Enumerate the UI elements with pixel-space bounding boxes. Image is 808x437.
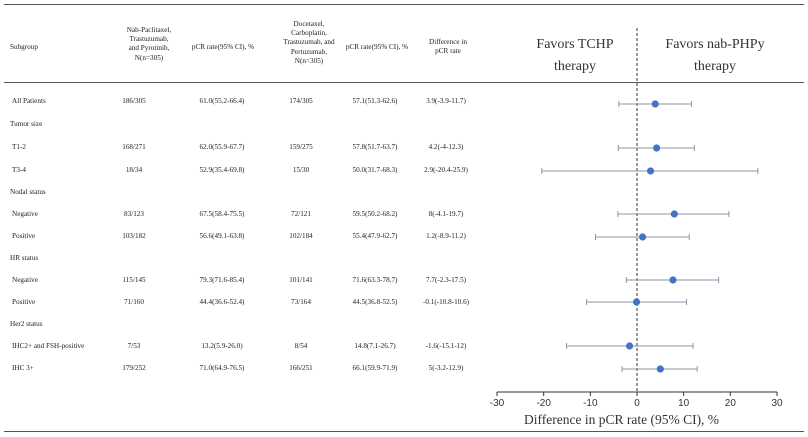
cell-n2: 73/164 [291, 298, 311, 306]
cell-p2: 59.5(50.2-68.2) [352, 210, 398, 218]
cell-n2: 101/141 [289, 276, 313, 284]
subgroup-label: Negative [12, 210, 38, 218]
subgroup-label: T3-4 [12, 166, 26, 174]
cell-n1: 179/252 [122, 364, 146, 372]
header-rule [4, 82, 804, 83]
subgroup-label: Positive [12, 232, 36, 240]
cell-p1: 13.2(5.9-26.0) [201, 342, 243, 350]
point-estimate [625, 342, 634, 350]
cell-n2: 102/184 [289, 232, 313, 240]
cell-p2: 57.8(51.7-63.7) [352, 143, 398, 151]
favors-tchp-label: Favors TCHP therapy [536, 37, 614, 74]
cell-p1: 52.9(35.4-69.8) [199, 166, 245, 174]
point-estimate [656, 365, 664, 373]
point-estimate [670, 210, 678, 218]
cell-n1: 168/271 [122, 143, 146, 151]
header-subgroup: Subgroup [10, 43, 38, 51]
cell-p2: 14.8(7.1-26.7) [354, 342, 396, 350]
cell-n1: 103/182 [122, 232, 146, 240]
subgroup-header: HR status [10, 254, 39, 262]
x-tick-label: 30 [771, 398, 783, 409]
header-pcr1: pCR rate(95% CI), % [191, 43, 255, 51]
subgroup-header: Nodal status [10, 188, 46, 196]
cell-d: -1.6(-15.1-12) [425, 342, 467, 350]
x-tick-label: 0 [634, 398, 640, 409]
cell-d: 5(-3.2-12.9) [428, 364, 464, 372]
point-estimate [651, 100, 659, 108]
cell-n2: 72/121 [291, 210, 311, 218]
cell-n2: 159/275 [289, 143, 313, 151]
subgroup-label: Positive [12, 298, 36, 306]
x-tick-label: 20 [725, 398, 737, 409]
cell-n1: 186/305 [122, 97, 146, 105]
header-arm2: Docetaxel, Carboplatin, Trastuzumab, and… [283, 20, 335, 65]
cell-n1: 115/145 [122, 276, 146, 284]
x-tick-label: -20 [536, 398, 551, 409]
top-rule [4, 4, 804, 5]
cell-p2: 50.0(31.7-68.3) [352, 166, 398, 174]
point-estimate [632, 298, 641, 306]
subgroup-header: Her2 status [10, 320, 43, 328]
header-diff: Difference in pCR rate [429, 38, 467, 56]
subgroup-header: Tumor size [10, 120, 43, 128]
cell-n2: 15/30 [292, 166, 310, 174]
cell-p2: 57.1(51.3-62.6) [352, 97, 398, 105]
cell-n1: 7/53 [127, 342, 141, 350]
cell-n1: 18/34 [125, 166, 143, 174]
cell-p1: 56.6(49.1-63.8) [199, 232, 245, 240]
point-estimate [646, 167, 655, 175]
cell-p1: 61.0(55.2-66.4) [199, 97, 245, 105]
point-estimate [639, 233, 647, 241]
cell-n2: 174/305 [289, 97, 313, 105]
x-axis-title: Difference in pCR rate (95% CI), % [524, 412, 720, 427]
x-tick-label: -10 [583, 398, 598, 409]
bottom-rule [4, 431, 804, 432]
cell-p2: 66.1(59.9-71.9) [352, 364, 398, 372]
x-tick-label: 10 [678, 398, 690, 409]
cell-d: 8(-4.1-19.7) [428, 210, 464, 218]
subgroup-label: IHC 3+ [12, 364, 34, 372]
subgroup-label: All Patients [12, 97, 46, 105]
cell-p2: 55.4(47.9-62.7) [352, 232, 398, 240]
cell-p1: 62.0(55.9-67.7) [199, 143, 245, 151]
cell-n2: 8/54 [294, 342, 308, 350]
cell-n1: 83/123 [124, 210, 144, 218]
point-estimate [669, 276, 677, 284]
header-arm1: Nab-Paclitaxel, Trastuzumab, and Pyrotin… [126, 26, 172, 62]
cell-p1: 71.0(64.9-76.5) [199, 364, 245, 372]
cell-n1: 71/160 [124, 298, 144, 306]
cell-d: 2.9(-20.4-25.9) [424, 166, 468, 174]
cell-p1: 79.3(71.6-85.4) [199, 276, 245, 284]
point-estimate [653, 144, 661, 152]
x-tick-label: -30 [490, 398, 505, 409]
header-pcr2: pCR rate(95% CI), % [345, 43, 409, 51]
cell-d: 1.2(-8.9-11.2) [426, 232, 466, 240]
cell-n2: 166/251 [289, 364, 313, 372]
favors-nab-phpy-label: Favors nab-PHPy therapy [665, 37, 765, 74]
cell-p1: 67.5(58.4-75.5) [199, 210, 245, 218]
cell-d: 4.2(-4-12.3) [428, 143, 464, 151]
cell-p2: 44.5(36.8-52.5) [352, 298, 398, 306]
subgroup-label: Negative [12, 276, 38, 284]
cell-d: 3.9(-3.9-11.7) [426, 97, 466, 105]
subgroup-label: T1-2 [12, 143, 26, 151]
subgroup-label: IHC2+ and FSH-positive [12, 342, 85, 350]
cell-d: -0.1(-10.8-10.6) [422, 298, 470, 306]
cell-p1: 44.4(36.6-52.4) [199, 298, 245, 306]
cell-p2: 71.6(63.3-78.7) [352, 276, 398, 284]
cell-d: 7.7(-2.3-17.5) [425, 276, 467, 284]
